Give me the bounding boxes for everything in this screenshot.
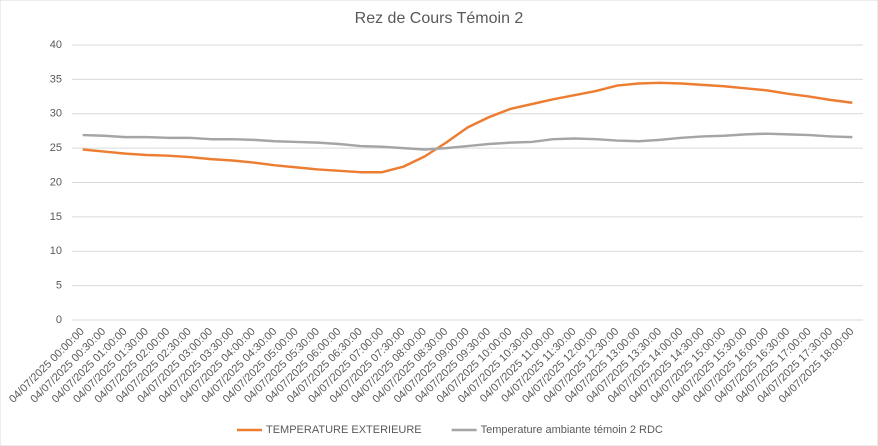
y-tick-label: 30 (50, 108, 62, 120)
y-tick-label: 15 (50, 211, 62, 223)
legend-label: TEMPERATURE EXTERIEURE (266, 424, 422, 436)
y-tick-label: 35 (50, 73, 62, 85)
y-tick-label: 20 (50, 176, 62, 188)
y-tick-label: 5 (56, 280, 62, 292)
y-tick-label: 0 (56, 314, 62, 326)
series-line (82, 81, 853, 174)
chart-title: Rez de Cours Témoin 2 (355, 10, 524, 27)
y-tick-label: 40 (50, 39, 62, 51)
y-tick-label: 10 (50, 245, 62, 257)
legend-label: Temperature ambiante témoin 2 RDC (481, 424, 663, 436)
series-line (82, 132, 853, 151)
y-tick-label: 25 (50, 142, 62, 154)
